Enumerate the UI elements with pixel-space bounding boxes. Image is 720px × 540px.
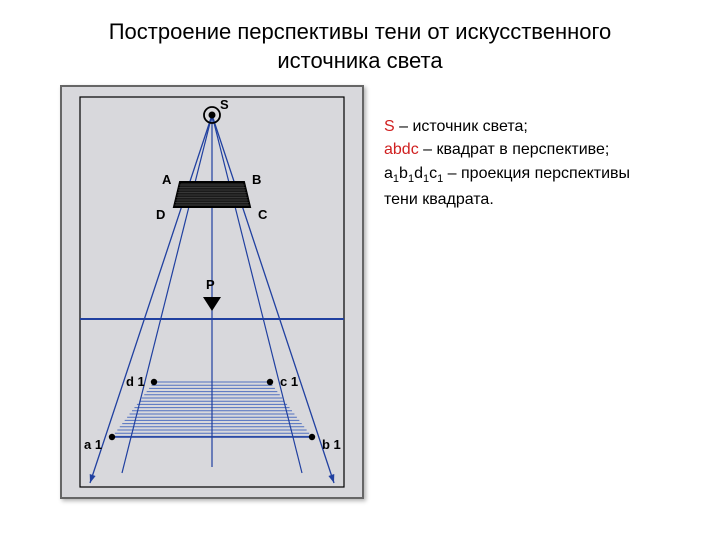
svg-text:C: C <box>258 207 268 222</box>
legend-proj-d: d <box>414 165 423 182</box>
svg-text:P: P <box>206 277 215 292</box>
legend-line-s: S – источник света; <box>384 115 630 138</box>
content-row: S A B D C Pd 1 c 1 a 1 b 1 S – источник света; a… <box>0 75 720 499</box>
svg-text:b 1: b 1 <box>322 437 341 452</box>
svg-text:D: D <box>156 207 165 222</box>
svg-text:a 1: a 1 <box>84 437 102 452</box>
svg-text:d 1: d 1 <box>126 374 145 389</box>
page-title: Построение перспективы тени от искусстве… <box>0 0 720 75</box>
legend-line-proj2: тени квадрата. <box>384 188 630 211</box>
svg-text:A: A <box>162 172 172 187</box>
title-line2: источника света <box>277 48 442 73</box>
legend-proj-b: b <box>399 165 408 182</box>
svg-text:c 1: c 1 <box>280 374 298 389</box>
diagram-frame: S A B D C Pd 1 c 1 a 1 b 1 <box>60 85 364 499</box>
legend-abdc-symbol: abdc <box>384 141 419 158</box>
title-line1: Построение перспективы тени от искусстве… <box>109 19 612 44</box>
legend-block: S – источник света; abdc – квадрат в пер… <box>364 85 630 499</box>
legend-s-symbol: S <box>384 118 395 135</box>
legend-line-abdc: abdc – квадрат в перспективе; <box>384 138 630 161</box>
perspective-shadow-diagram: S A B D C Pd 1 c 1 a 1 b 1 <box>62 87 362 497</box>
svg-text:S: S <box>220 97 229 112</box>
svg-text:B: B <box>252 172 261 187</box>
legend-s-text: – источник света; <box>395 118 528 135</box>
legend-abdc-text: – квадрат в перспективе; <box>419 141 610 158</box>
legend-proj-a: a <box>384 165 393 182</box>
legend-proj-text: – проекция перспективы <box>443 165 630 182</box>
legend-proj-c: c <box>429 165 437 182</box>
legend-line-proj: a1b1d1c1 – проекция перспективы <box>384 162 630 188</box>
